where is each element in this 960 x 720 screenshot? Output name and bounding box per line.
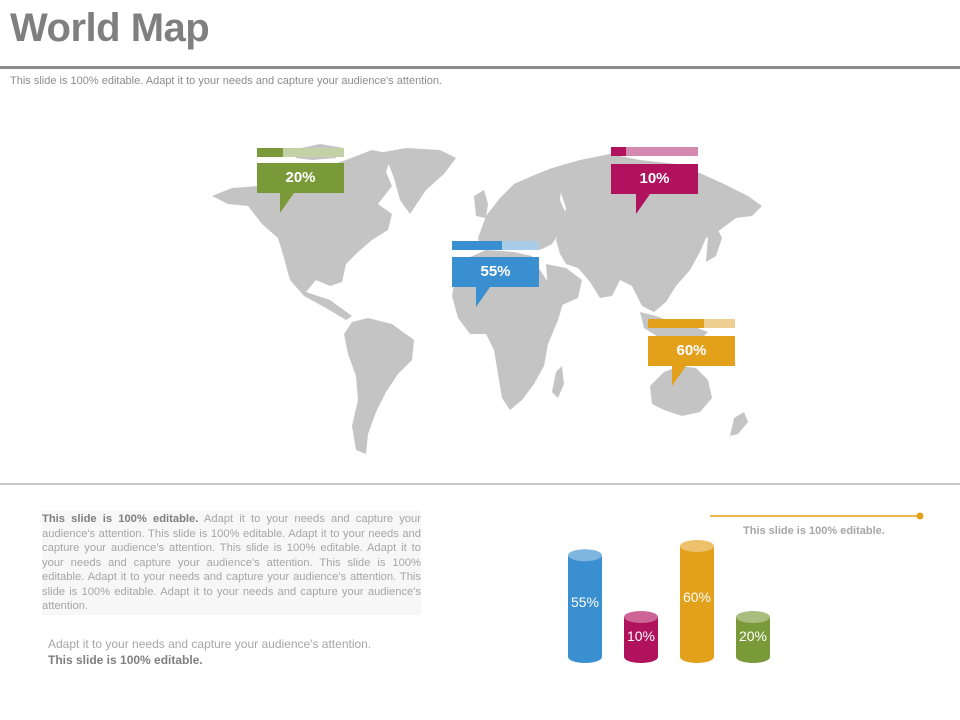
callout-progress-track [648, 319, 735, 328]
chart-bar-body [624, 617, 658, 657]
callout-progress-track [452, 241, 539, 250]
callout-progress-fill [648, 319, 704, 328]
description-lead: This slide is 100% editable. [42, 513, 199, 525]
chart-bar-cap [568, 549, 602, 562]
callout-progress-track [611, 147, 698, 156]
continent-europe [478, 168, 566, 250]
chart-bar-body [680, 546, 714, 657]
page-subtitle: This slide is 100% editable. Adapt it to… [10, 75, 442, 87]
callout-value: 10% [611, 164, 698, 194]
header-divider [0, 66, 960, 69]
chart-bar-cap [624, 611, 658, 623]
callout-value: 60% [648, 336, 735, 366]
callout-pointer [476, 287, 490, 307]
chart-bar-base [624, 651, 658, 663]
continent-arabia [546, 264, 582, 306]
continent-madagascar [552, 366, 564, 398]
secondary-emphasis: This slide is 100% editable. [48, 653, 203, 667]
page-title: World Map [10, 6, 210, 50]
chart-bar-label: 20% [739, 628, 767, 644]
chart-bar-label: 10% [627, 628, 655, 644]
description-paragraph: This slide is 100% editable. Adapt it to… [42, 511, 421, 615]
callout-progress-track [257, 148, 344, 157]
chart-bar: 60% [680, 540, 714, 663]
chart-note: This slide is 100% editable. [743, 525, 885, 537]
description-body: Adapt it to your needs and capture your … [42, 513, 421, 612]
world-map [212, 144, 762, 454]
chart-bar: 20% [736, 611, 770, 663]
section-divider [0, 483, 960, 485]
chart-bar: 55% [568, 549, 602, 663]
callout-value: 20% [257, 163, 344, 193]
callout-pointer [672, 366, 686, 386]
callout-pointer [280, 193, 294, 213]
chart-bar-base [736, 651, 770, 663]
chart-leader-dot [916, 512, 924, 520]
callout-progress-fill [611, 147, 626, 156]
continent-greenland [384, 148, 456, 214]
chart-bar-body [568, 555, 602, 657]
callout-progress-fill [452, 241, 502, 250]
continent-uk [474, 190, 488, 218]
callout-value: 55% [452, 257, 539, 287]
continent-japan [706, 226, 722, 262]
continent-south-america [344, 318, 414, 454]
chart-bar-base [568, 651, 602, 663]
secondary-line: Adapt it to your needs and capture your … [48, 637, 372, 651]
chart-bar-label: 55% [571, 594, 599, 610]
chart-bar-body [736, 617, 770, 657]
continent-asia [552, 154, 762, 312]
chart-bar-cap [736, 611, 770, 623]
chart-bar: 10% [624, 611, 658, 663]
secondary-paragraph: Adapt it to your needs and capture your … [48, 636, 418, 668]
cylinder-bar-chart: 55% 10% 60% 20% [568, 512, 924, 663]
chart-bar-base [680, 651, 714, 663]
callout-progress-fill [257, 148, 283, 157]
callout-pointer [636, 194, 650, 214]
chart-bar-label: 60% [683, 589, 711, 605]
continent-new-zealand [730, 412, 748, 436]
continent-australia [650, 366, 712, 416]
chart-bar-cap [680, 540, 714, 552]
